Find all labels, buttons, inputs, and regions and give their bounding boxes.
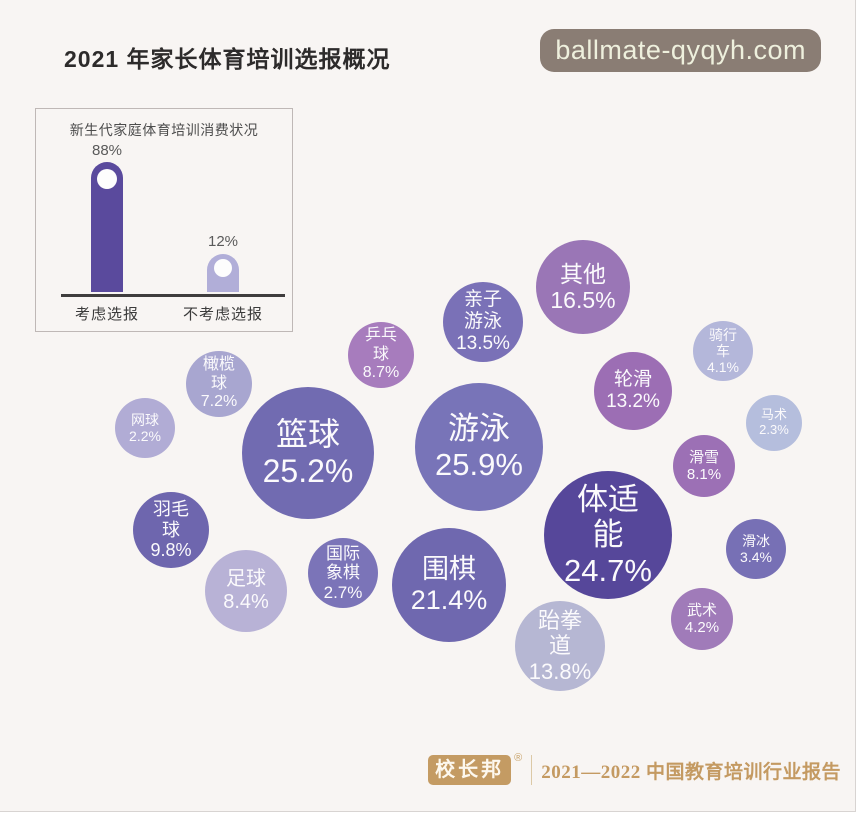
bar-hole-icon [97,169,117,189]
footer-divider [531,755,533,785]
brand-logo: 校长邦 [428,755,512,785]
bubble-武术: 武术 4.2% [671,588,733,650]
bubble-足球: 足球 8.4% [205,550,287,632]
bubble-其他: 其他 16.5% [536,240,630,334]
page-title: 2021 年家长体育培训选报概况 [64,46,391,72]
bubble-轮滑: 轮滑 13.2% [594,352,672,430]
footer: 校长邦 ® 2021—2022 中国教育培训行业报告 [428,750,841,790]
watermark-pill: ballmate-qyqyh.com [540,29,821,72]
x-axis-line [61,294,285,297]
report-title: 2021—2022 中国教育培训行业报告 [541,761,841,783]
bubble-label: 篮球 25.2% [262,416,354,489]
bubble-label: 网球 2.2% [129,411,161,444]
category-label-not-consider: 不考虑选报 [182,306,263,323]
bubble-label: 其他 16.5% [550,260,616,313]
bubble-label: 足球 8.4% [223,568,269,613]
bubble-橄榄球: 橄榄球 7.2% [186,351,252,417]
bubble-label: 马术 2.3% [759,407,789,437]
bubble-游泳: 游泳 25.9% [415,383,543,511]
bubble-滑冰: 滑冰 3.4% [726,519,786,579]
bubble-label: 轮滑 13.2% [606,369,660,412]
bubble-label: 跆拳道 13.8% [528,608,592,684]
bubble-label: 乒乓球 8.7% [362,327,400,382]
bubble-滑雪: 滑雪 8.1% [673,435,735,497]
bubble-label: 体适能 24.7% [564,481,652,588]
bubble-label: 骑行车 4.1% [707,326,739,376]
bubble-国际象棋: 国际 象棋 2.7% [308,538,378,608]
bubble-羽毛球: 羽毛球 9.8% [133,492,209,568]
bubble-label: 橄榄球 7.2% [200,356,238,411]
bar-value-label-consider: 88% [91,142,123,159]
bubble-网球: 网球 2.2% [115,398,175,458]
bar-not-consider [207,254,239,292]
bar-value-label-not-consider: 12% [207,233,239,250]
bubble-label: 羽毛球 9.8% [150,498,192,561]
bubble-乒乓球: 乒乓球 8.7% [348,322,414,388]
bubble-篮球: 篮球 25.2% [242,387,374,519]
bubble-label: 游泳 25.9% [435,411,523,482]
bubble-chart: 其他 16.5% 亲子 游泳 13.5% 乒乓球 8.7% 骑行车 4.1% 轮滑 13.2% 橄榄球… [115,240,802,691]
consumption-bar-chart: 新生代家庭体育培训消费状况 88% 12% 考虑选报 不考虑选报 [35,108,293,332]
bubble-亲子游泳: 亲子 游泳 13.5% [443,282,523,362]
bubble-围棋: 围棋 21.4% [392,528,506,642]
bubble-跆拳道: 跆拳道 13.8% [515,601,605,691]
registered-trademark-icon: ® [514,752,523,764]
inset-chart-title: 新生代家庭体育培训消费状况 [69,122,259,138]
bubble-label: 滑冰 3.4% [740,532,772,565]
bubble-label: 围棋 21.4% [410,553,488,615]
bar-consider [91,162,123,292]
bar-hole-icon [214,259,232,277]
bubble-label: 国际 象棋 2.7% [323,543,363,602]
bubble-label: 武术 4.2% [684,601,720,636]
bubble-label: 亲子 游泳 13.5% [456,289,510,354]
bubble-label: 滑雪 8.1% [686,448,722,483]
bubble-骑行车: 骑行车 4.1% [693,321,753,381]
bubble-马术: 马术 2.3% [746,395,802,451]
bubble-体适能: 体适能 24.7% [544,471,672,599]
category-label-consider: 考虑选报 [74,306,139,323]
